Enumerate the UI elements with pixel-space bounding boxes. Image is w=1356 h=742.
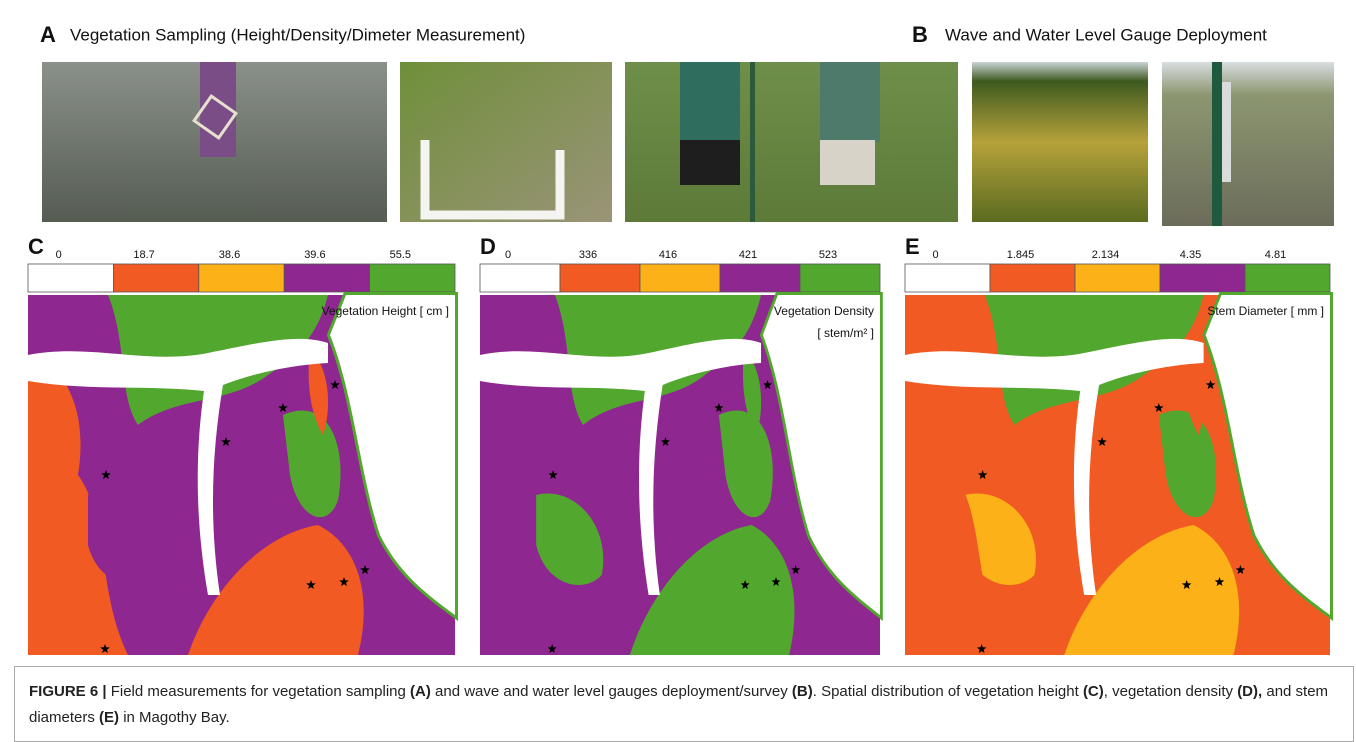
photo [972, 62, 1148, 222]
map [28, 295, 455, 655]
colorbar-tick-label: 0 [932, 249, 938, 261]
colorbar-segment [113, 264, 198, 292]
colorbar-tick-label: 38.6 [219, 249, 240, 261]
figure: A Vegetation Sampling (Height/Density/Di… [0, 0, 1356, 665]
colorbar-segment [640, 264, 720, 292]
colorbar-tick-label: 0 [56, 249, 62, 261]
colorbar-segment [284, 264, 369, 292]
panel-title: Vegetation Sampling (Height/Density/Dime… [70, 25, 525, 44]
colorbar-segment [1075, 264, 1160, 292]
caption-text: (C) [1083, 683, 1104, 700]
panel-label: D [480, 234, 496, 259]
colorbar-segment [480, 264, 560, 292]
colorbar-tick-label: 416 [659, 249, 677, 261]
photo-detail [820, 62, 880, 142]
colorbar-segment [1245, 264, 1330, 292]
map-title: Vegetation Height [ cm ] [322, 304, 449, 318]
colorbar-tick-label: 0 [505, 249, 511, 261]
caption-text: in Magothy Bay. [119, 709, 230, 726]
photo [400, 62, 612, 222]
colorbar-segment [990, 264, 1075, 292]
colorbar-tick-label: 39.6 [304, 249, 325, 261]
photo-detail [680, 140, 740, 185]
caption-text: (D), [1237, 683, 1262, 700]
caption-text: (B) [792, 683, 813, 700]
panel-title: Wave and Water Level Gauge Deployment [945, 25, 1267, 44]
colorbar-segment [199, 264, 284, 292]
map-unit: [ stem/m² ] [817, 326, 874, 340]
panel-label: A [40, 22, 56, 47]
colorbar-tick-label: 336 [579, 249, 597, 261]
panel-label: E [905, 234, 920, 259]
colorbar-tick-label: 55.5 [390, 249, 411, 261]
panel-label: C [28, 234, 44, 259]
colorbar-tick-label: 421 [739, 249, 757, 261]
caption-text: , vegetation density [1104, 683, 1237, 700]
page: {"panels": { "A": {"label": "A", "title"… [0, 0, 1356, 740]
photo [625, 62, 958, 222]
photos [42, 62, 1334, 226]
photo-detail [750, 62, 755, 222]
colorbar-segment [370, 264, 455, 292]
caption-text: . Spatial distribution of vegetation hei… [813, 683, 1083, 700]
photo-detail [1222, 82, 1231, 182]
colorbar-tick-label: 4.81 [1265, 249, 1286, 261]
caption-text: and wave and water level gauges deployme… [431, 683, 792, 700]
photo [1162, 62, 1334, 226]
colorbar-segment [905, 264, 990, 292]
colorbar-tick-label: 18.7 [133, 249, 154, 261]
colorbar-segment [28, 264, 113, 292]
panel-label: B [912, 22, 928, 47]
caption-text: (A) [410, 683, 431, 700]
colorbar-tick-label: 4.35 [1180, 249, 1201, 261]
colorbar-segment [1160, 264, 1245, 292]
photo-detail [820, 140, 875, 185]
caption-text: Field measurements for vegetation sampli… [107, 683, 410, 700]
colorbar-segment [560, 264, 640, 292]
photo-detail [1212, 62, 1222, 226]
caption-text: FIGURE 6 | [29, 683, 107, 700]
caption-text: (E) [99, 709, 119, 726]
colorbar-tick-label: 2.134 [1092, 249, 1120, 261]
map [905, 295, 1330, 655]
map [480, 295, 880, 655]
caption: FIGURE 6 | Field measurements for vegeta… [14, 666, 1354, 742]
map-title: Vegetation Density [774, 304, 874, 318]
map-title: Stem Diameter [ mm ] [1207, 304, 1324, 318]
colorbar-segment [720, 264, 800, 292]
colorbar-tick-label: 1.845 [1007, 249, 1035, 261]
colorbar-segment [800, 264, 880, 292]
colorbar-tick-label: 523 [819, 249, 837, 261]
